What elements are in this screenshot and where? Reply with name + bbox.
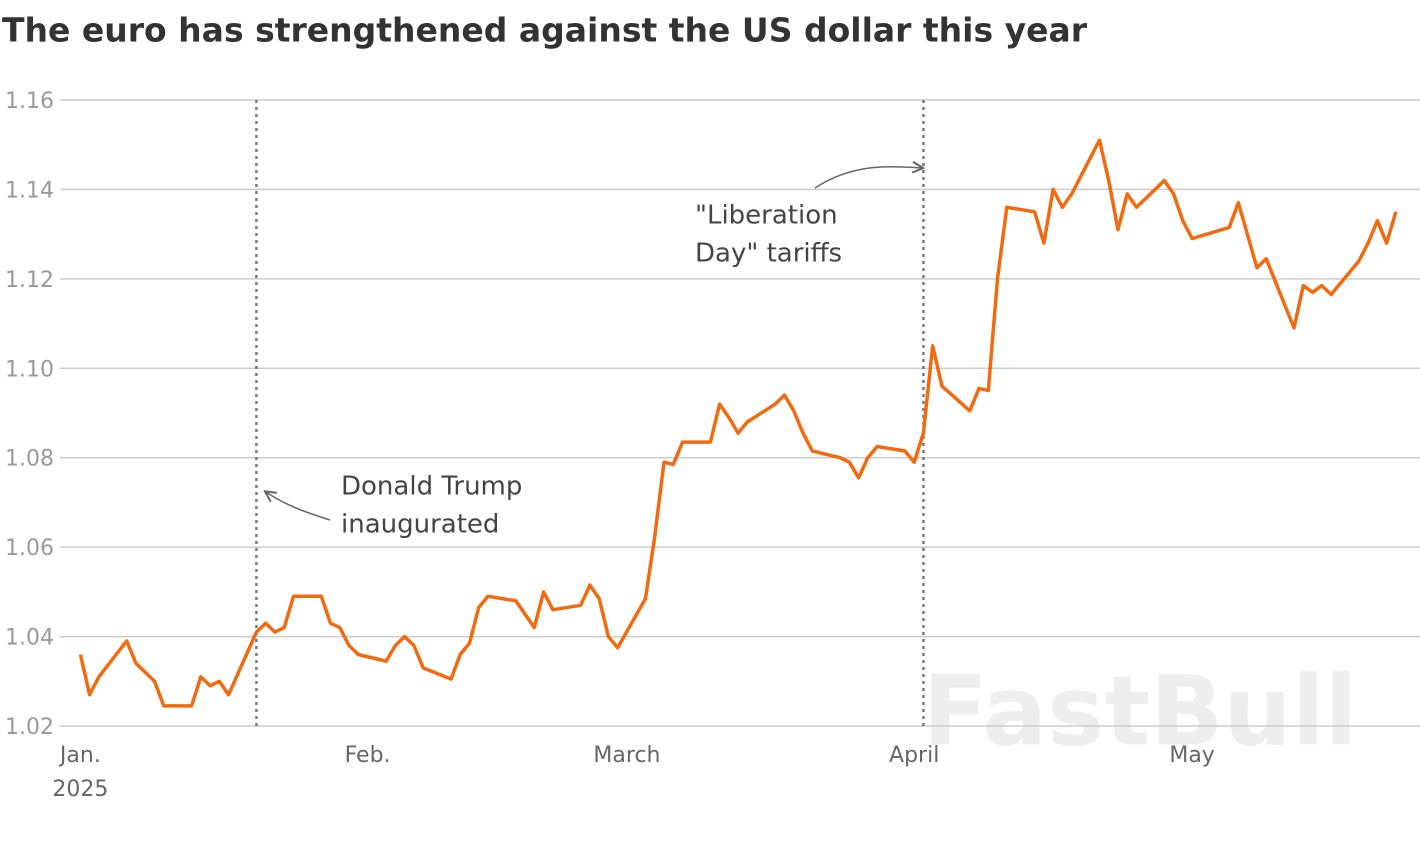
annotation-arrow (814, 167, 922, 189)
y-tick-label: 1.16 (5, 89, 54, 114)
y-tick-label: 1.06 (5, 536, 54, 561)
y-tick-label: 1.10 (5, 357, 54, 382)
y-tick-label: 1.08 (5, 447, 54, 472)
annotation-text: inaugurated (341, 510, 499, 540)
chart-title: The euro has strengthened against the US… (2, 11, 1088, 50)
price-line (78, 138, 1398, 708)
annotation-text: "Liberation (695, 201, 838, 231)
watermark: FastBull (922, 655, 1357, 767)
annotation-text: Day" tariffs (695, 239, 842, 269)
annotation-arrow (266, 492, 331, 521)
y-tick-label: 1.04 (5, 626, 54, 651)
x-tick-label: Feb. (345, 743, 391, 768)
x-tick-label: May (1169, 743, 1214, 768)
x-tick-label: Jan. (58, 743, 101, 768)
x-tick-label: March (593, 743, 660, 768)
x-year-label: 2025 (52, 777, 108, 802)
y-tick-label: 1.02 (5, 715, 54, 740)
y-tick-label: 1.14 (5, 178, 54, 203)
x-tick-label: April (889, 743, 939, 768)
annotation-text: Donald Trump (341, 472, 522, 502)
y-tick-label: 1.12 (5, 268, 54, 293)
